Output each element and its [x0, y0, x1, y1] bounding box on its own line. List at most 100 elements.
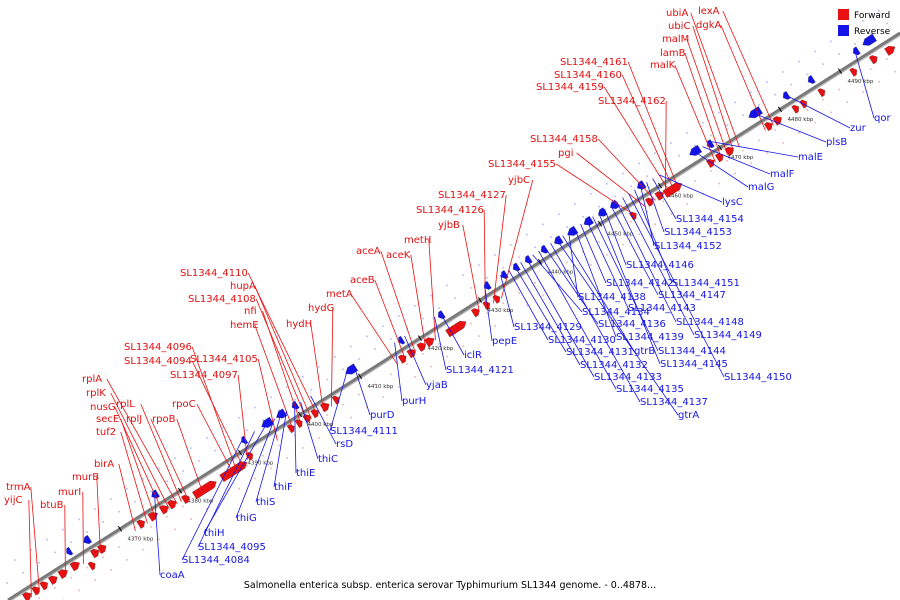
gene-arrow-purh[interactable]	[511, 262, 521, 273]
track-dot	[190, 447, 192, 449]
gene-arrow-rpll[interactable]	[166, 498, 178, 510]
track-dot	[590, 193, 592, 195]
leader-line-hydh	[310, 323, 324, 412]
gene-label-sl1344-4154: SL1344_4154	[676, 214, 744, 225]
track-dot	[126, 488, 128, 490]
gene-arrow-sl1344-4097[interactable]	[219, 459, 250, 483]
leader-line-muri	[82, 491, 84, 564]
track-dot	[254, 477, 256, 480]
leader-line-rplj	[150, 418, 188, 498]
gene-arrow-nfi[interactable]	[310, 407, 321, 419]
gene-arrow-rpoc[interactable]	[191, 478, 218, 500]
gene-arrow-yijc[interactable]	[21, 590, 33, 600]
gene-label-sl1344-4130: SL1344_4130	[548, 335, 616, 346]
gene-arrow-yjbc[interactable]	[662, 180, 684, 199]
leader-line-malk	[674, 64, 716, 163]
track-dot	[862, 91, 864, 93]
gene-label-lysc: lysC	[722, 197, 743, 208]
gene-arrow-tuf2[interactable]	[87, 560, 97, 571]
gene-arrow-btub[interactable]	[39, 580, 50, 591]
gene-arrow-thih[interactable]	[239, 435, 249, 445]
gene-label-thig: thiG	[236, 513, 257, 524]
gene-arrow-ubic[interactable]	[884, 43, 897, 56]
kbp-tick	[357, 373, 363, 380]
gene-arrow-sl1344-4105[interactable]	[294, 418, 304, 429]
track-dot	[742, 114, 744, 116]
gene-arrow-acea[interactable]	[470, 307, 481, 318]
gene-arrow-sl1344-4084[interactable]	[82, 534, 93, 546]
gene-arrow-yjab[interactable]	[523, 254, 533, 265]
kbp-tick	[597, 220, 603, 227]
leader-line-btub	[64, 504, 66, 576]
track-dot	[558, 213, 560, 216]
gene-label-sl1344-4110: SL1344_4110	[180, 268, 248, 279]
gene-label-sl1344-4126: SL1344_4126	[416, 205, 484, 216]
track-dot	[662, 200, 664, 203]
track-dot	[46, 538, 48, 541]
gene-arrow-sl1344-4096[interactable]	[286, 423, 296, 434]
gene-arrow-lamb[interactable]	[849, 67, 859, 77]
gene-arrow-iclr[interactable]	[552, 235, 564, 247]
legend-reverse-label: Reverse	[854, 27, 891, 37]
gene-arrow-sl1344-4094[interactable]	[245, 451, 255, 461]
track-dot	[406, 363, 408, 365]
gene-label-yijc: yijC	[4, 495, 22, 506]
gene-label-zur: zur	[850, 123, 867, 134]
gene-label-iclr: iclR	[464, 350, 482, 361]
gene-arrow-sl1344-4136[interactable]	[781, 90, 791, 101]
gene-arrow-meta[interactable]	[423, 335, 436, 348]
gene-arrow-sece[interactable]	[89, 547, 101, 559]
track-dot	[158, 467, 160, 470]
gene-arrow-sl1344-4160[interactable]	[791, 103, 801, 114]
gene-arrow-bira[interactable]	[69, 559, 82, 572]
gene-arrow-sl1344-4162[interactable]	[763, 120, 774, 132]
leader-line-ubia	[690, 12, 740, 148]
gene-arrow-sl1344-4158[interactable]	[724, 145, 736, 157]
forward-strand-genes[interactable]	[21, 43, 897, 600]
gene-arrow-muri[interactable]	[47, 574, 59, 586]
gene-arrow-aceb[interactable]	[445, 318, 468, 338]
gene-label-dgka: dgkA	[696, 20, 721, 31]
gene-arrow-rplk[interactable]	[136, 518, 147, 529]
gene-arrow-malk[interactable]	[817, 87, 827, 98]
gene-arrow-hydg[interactable]	[416, 341, 428, 353]
gene-arrow-sl1344-4111[interactable]	[482, 280, 492, 291]
gene-label-sl1344-4143: SL1344_4143	[628, 303, 696, 314]
gene-label-sece: secE	[96, 414, 119, 425]
gene-label-yjab: yjaB	[426, 380, 448, 391]
gene-arrow-thie[interactable]	[343, 363, 359, 377]
track-dot	[398, 315, 400, 317]
gene-label-tuf2: tuf2	[96, 427, 116, 438]
track-dot	[422, 353, 424, 355]
track-dot	[310, 388, 312, 391]
gene-arrow-sl1344-4137[interactable]	[806, 74, 816, 85]
gene-arrow-rpla[interactable]	[147, 510, 160, 522]
gene-arrow-sl1344-4126[interactable]	[644, 196, 655, 207]
gene-arrow-gtrb[interactable]	[861, 33, 878, 48]
gene-label-hydh: hydH	[286, 319, 312, 330]
track-dot	[166, 480, 168, 482]
reverse-strand-genes[interactable]	[64, 33, 878, 557]
gene-arrow-pepe[interactable]	[565, 225, 579, 238]
gene-arrow-malm[interactable]	[868, 54, 879, 65]
gene-arrow-sl1344-4155[interactable]	[705, 157, 716, 169]
track-dot	[718, 111, 720, 114]
gene-arrow-pgi[interactable]	[714, 151, 725, 163]
leader-line-dgka	[720, 24, 766, 131]
gene-arrow-sl1344-4133[interactable]	[687, 144, 703, 158]
gene-arrow-sl1344-4130[interactable]	[596, 207, 608, 219]
gene-arrow-acek[interactable]	[482, 300, 492, 311]
gene-arrow-rplj[interactable]	[158, 503, 170, 515]
leader-line-coaa	[154, 494, 161, 576]
leader-line-this	[255, 414, 281, 503]
gene-arrow-sl1344-4121[interactable]	[539, 244, 549, 255]
gene-arrow-coaa[interactable]	[64, 546, 74, 556]
leader-line-lamb	[684, 52, 722, 159]
genome-backbone	[7, 31, 900, 600]
gene-arrow-sl1344-4129[interactable]	[582, 215, 595, 228]
gene-label-heme: hemE	[230, 320, 259, 331]
track-dot	[30, 549, 32, 551]
gene-arrow-thic[interactable]	[396, 335, 406, 345]
gene-label-hydg: hydG	[308, 303, 334, 314]
track-dot	[518, 292, 520, 294]
